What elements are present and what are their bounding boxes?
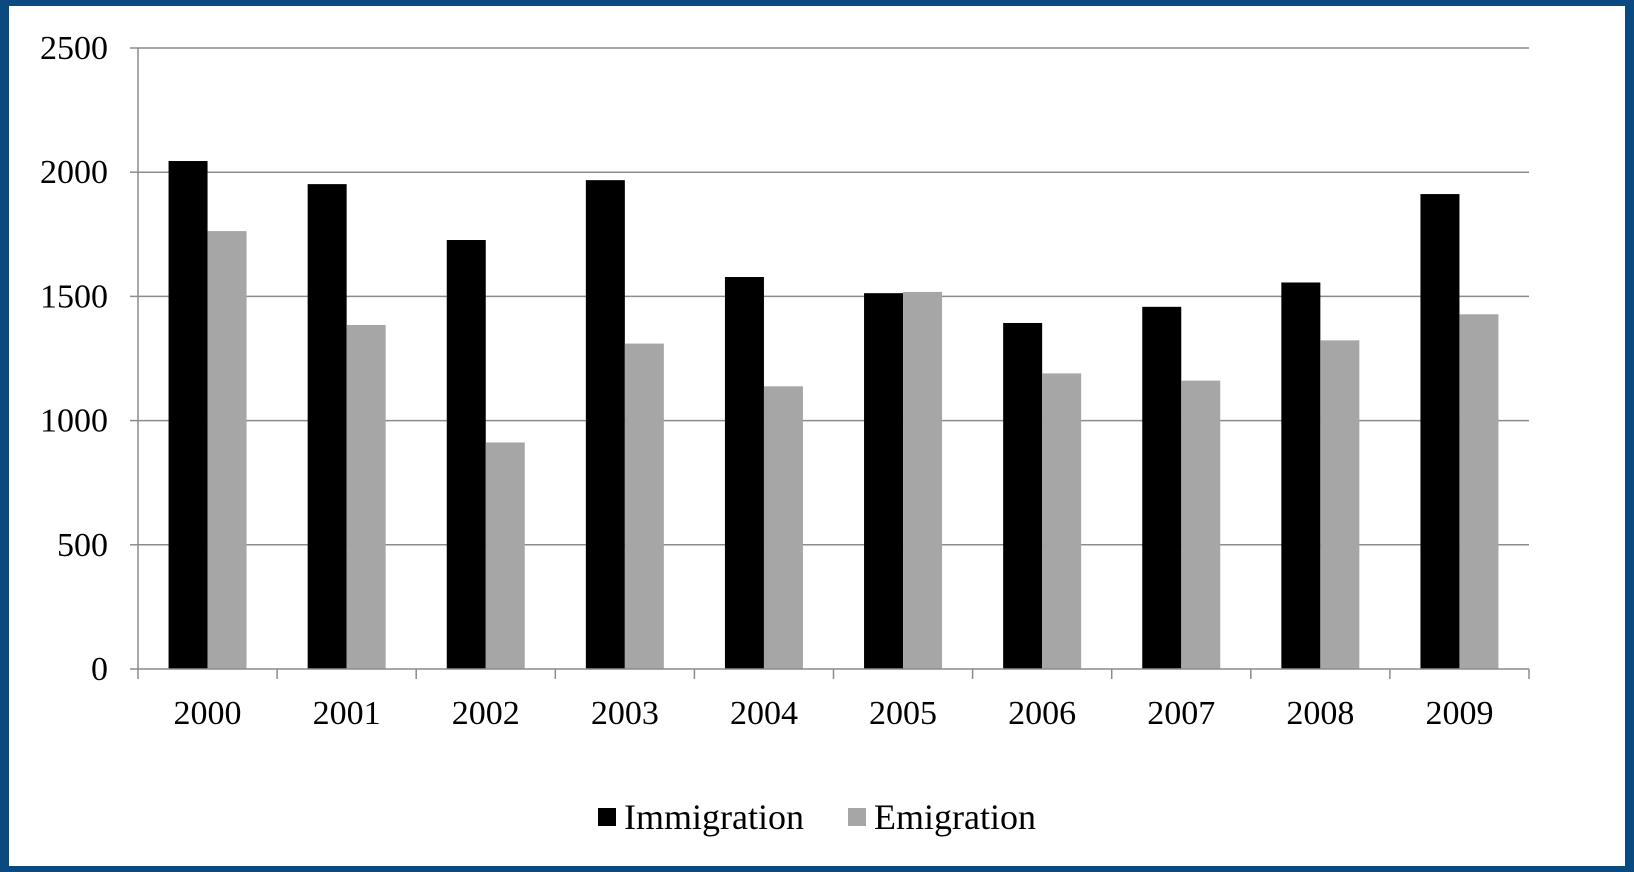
x-tick-label: 2005 xyxy=(869,695,937,732)
bars xyxy=(168,161,1499,670)
legend-label-immigration: Immigration xyxy=(624,797,804,837)
axes xyxy=(130,47,1530,679)
bar-immigration-2008 xyxy=(1281,282,1321,669)
x-tick-label: 2009 xyxy=(1425,695,1493,732)
x-tick-label: 2007 xyxy=(1147,695,1215,732)
x-tick-label: 2000 xyxy=(174,695,242,732)
bar-emigration-2007 xyxy=(1181,380,1221,669)
bar-emigration-2008 xyxy=(1320,340,1360,669)
bar-immigration-2009 xyxy=(1420,194,1460,669)
y-axis-tick-labels: 0 500 1000 1500 2000 2500 xyxy=(40,30,108,688)
chart-frame: 0 500 1000 1500 2000 2500 2000 2001 2002 2003 200… xyxy=(9,6,1625,866)
y-tick-label: 2000 xyxy=(40,154,108,191)
y-tick-label: 1500 xyxy=(40,278,108,315)
bar-emigration-2006 xyxy=(1042,373,1082,669)
x-tick-label: 2002 xyxy=(452,695,520,732)
legend-item-immigration: Immigration xyxy=(598,796,804,838)
bar-emigration-2004 xyxy=(763,386,803,669)
y-tick-label: 500 xyxy=(57,527,108,564)
bar-immigration-2001 xyxy=(307,184,347,669)
bar-immigration-2006 xyxy=(1003,322,1043,669)
bar-immigration-2004 xyxy=(724,277,764,669)
bar-immigration-2003 xyxy=(585,180,625,669)
bar-immigration-2005 xyxy=(864,293,904,669)
bar-immigration-2000 xyxy=(168,161,208,669)
legend-swatch-immigration xyxy=(598,808,617,826)
x-axis-tick-labels: 2000 2001 2002 2003 2004 2005 2006 2007 2008 2009 xyxy=(174,695,1494,732)
x-tick-label: 2008 xyxy=(1286,695,1354,732)
x-tick-label: 2006 xyxy=(1008,695,1076,732)
legend-item-emigration: Emigration xyxy=(848,796,1036,838)
x-tick-label: 2004 xyxy=(730,695,798,732)
legend: Immigration Emigration xyxy=(9,796,1625,838)
bar-emigration-2001 xyxy=(346,324,386,669)
legend-swatch-emigration xyxy=(848,808,866,826)
y-tick-label: 2500 xyxy=(40,30,108,67)
x-tick-label: 2001 xyxy=(313,695,381,732)
bar-emigration-2002 xyxy=(485,442,525,669)
y-tick-label: 1000 xyxy=(40,403,108,440)
bar-immigration-2007 xyxy=(1142,306,1182,669)
bar-emigration-2000 xyxy=(207,231,247,669)
bar-immigration-2002 xyxy=(446,240,486,670)
x-tick-label: 2003 xyxy=(591,695,659,732)
bar-emigration-2005 xyxy=(903,291,943,669)
y-tick-label: 0 xyxy=(91,651,108,688)
legend-label-emigration: Emigration xyxy=(874,797,1036,837)
bar-emigration-2003 xyxy=(624,343,664,669)
bar-emigration-2009 xyxy=(1459,314,1499,669)
